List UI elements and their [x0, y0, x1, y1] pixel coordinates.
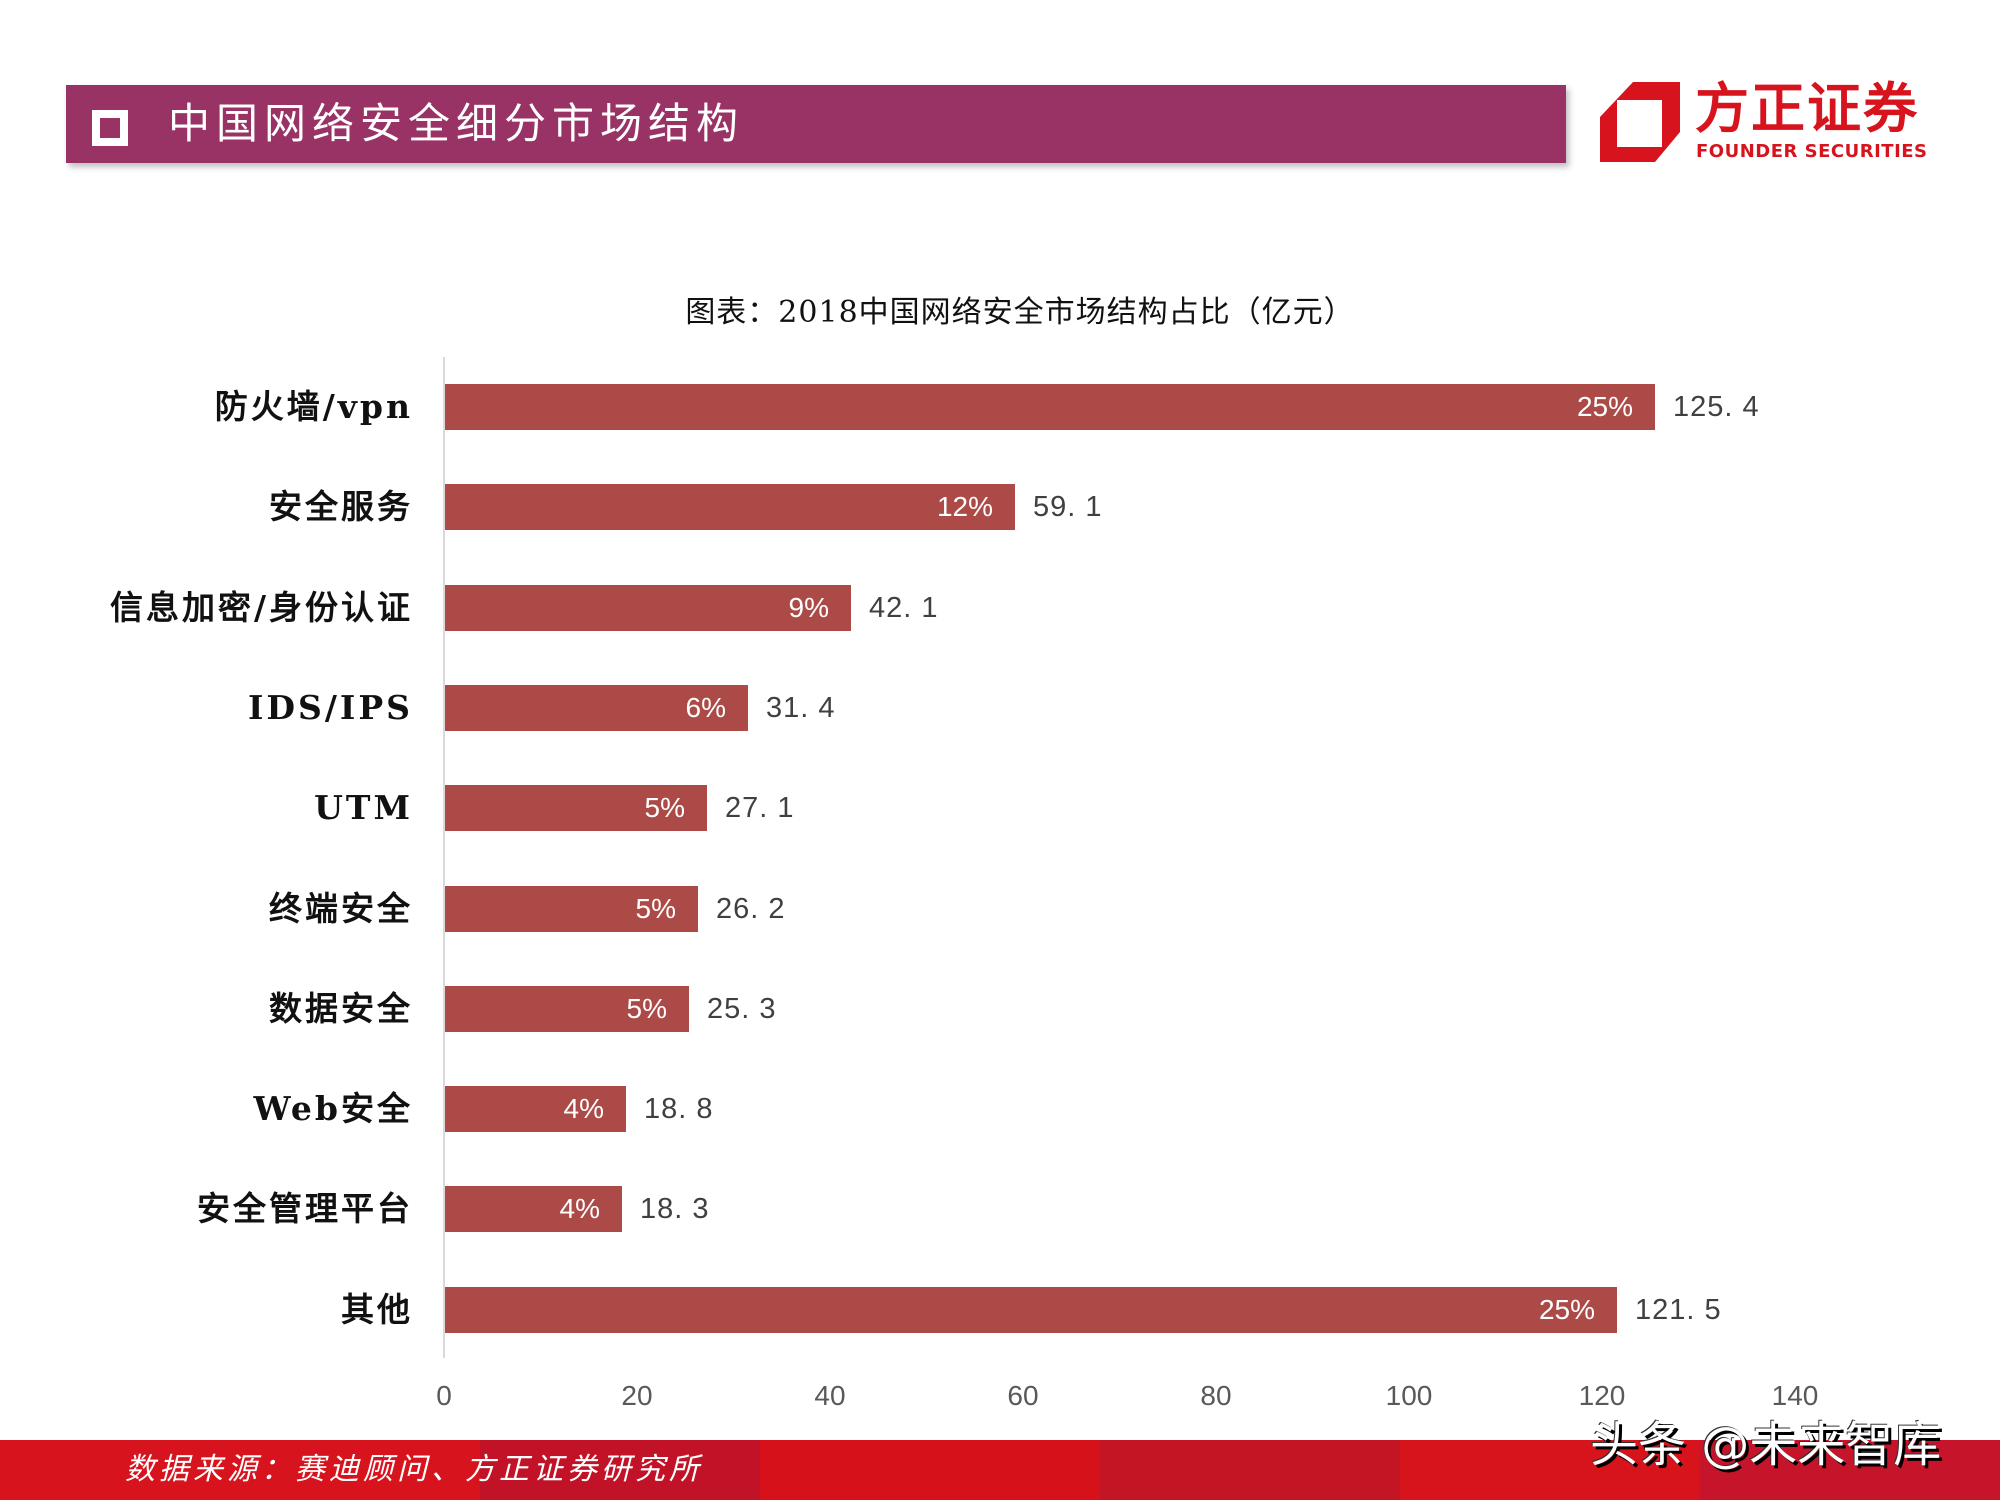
bar-percent-label: 5%: [626, 993, 667, 1024]
footer-bar: 数据来源：赛迪顾问、方正证券研究所: [0, 1440, 2000, 1500]
category-label: 其他: [341, 1290, 413, 1329]
x-axis-tick-label: 80: [1200, 1380, 1232, 1411]
logo-text-en: FOUNDER SECURITIES: [1696, 141, 1928, 162]
x-axis-tick-label: 40: [814, 1380, 846, 1411]
category-label: 终端安全: [269, 889, 413, 928]
bar-percent-label: 4%: [563, 1093, 604, 1124]
bar-value-label: 18. 8: [644, 1093, 714, 1125]
square-bullet-icon: [92, 110, 128, 146]
x-axis-tick-label: 100: [1385, 1380, 1433, 1411]
bar-value-label: 125. 4: [1673, 391, 1760, 423]
category-label: IDS/IPS: [247, 688, 413, 727]
bar: 12%: [445, 484, 1015, 530]
section-header-bar: 中国网络安全细分市场结构: [66, 85, 1566, 163]
logo-text-cn: 方正证券: [1695, 77, 1919, 140]
category-label: 安全服务: [269, 487, 413, 526]
bar-value-label: 59. 1: [1033, 491, 1103, 523]
bar-value-label: 42. 1: [869, 592, 939, 624]
bar-percent-label: 5%: [635, 893, 676, 924]
category-label: Web安全: [253, 1089, 413, 1128]
bar-value-label: 18. 3: [640, 1193, 710, 1225]
category-label: 信息加密/身份认证: [109, 588, 413, 627]
bar-percent-label: 6%: [685, 692, 726, 723]
watermark: 头条 @未来智库: [1590, 1417, 1942, 1473]
bar-percent-label: 25%: [1576, 391, 1633, 422]
bar-value-label: 121. 5: [1635, 1294, 1722, 1326]
bar-percent-label: 9%: [788, 592, 829, 623]
x-axis-tick-label: 0: [436, 1380, 452, 1411]
bar-percent-label: 12%: [936, 491, 993, 522]
bar-percent-label: 25%: [1538, 1294, 1595, 1325]
x-axis-tick-label: 60: [1007, 1380, 1039, 1411]
bar-percent-label: 5%: [644, 792, 685, 823]
bar-value-label: 27. 1: [725, 792, 795, 824]
bar-value-label: 26. 2: [716, 893, 786, 925]
bar-value-label: 31. 4: [766, 692, 836, 724]
x-axis-tick-label: 20: [621, 1380, 653, 1411]
bar: 5%: [445, 785, 707, 831]
y-axis-line: [443, 357, 445, 1358]
bar: 4%: [445, 1086, 626, 1132]
category-label: 安全管理平台: [197, 1189, 413, 1228]
bar-percent-label: 4%: [559, 1193, 600, 1224]
category-label: UTM: [314, 788, 413, 827]
bar-value-label: 25. 3: [707, 993, 777, 1025]
founder-securities-logo: 方正证券 FOUNDER SECURITIES: [1600, 80, 1930, 165]
data-source-note: 数据来源：赛迪顾问、方正证券研究所: [125, 1452, 703, 1487]
bar: 25%: [445, 1287, 1617, 1333]
section-title: 中国网络安全细分市场结构: [168, 99, 745, 148]
bar: 5%: [445, 986, 689, 1032]
x-axis-tick-label: 120: [1578, 1380, 1626, 1411]
chart-title: 图表：2018中国网络安全市场结构占比（亿元）: [685, 295, 1355, 330]
bar: 25%: [445, 384, 1655, 430]
x-axis-tick-label: 140: [1771, 1380, 1819, 1411]
category-label: 数据安全: [269, 989, 413, 1028]
category-label: 防火墙/vpn: [214, 387, 413, 426]
bar: 9%: [445, 585, 851, 631]
bar: 4%: [445, 1186, 622, 1232]
founder-logo-icon: [1600, 82, 1680, 162]
bar: 6%: [445, 685, 748, 731]
bar: 5%: [445, 886, 698, 932]
